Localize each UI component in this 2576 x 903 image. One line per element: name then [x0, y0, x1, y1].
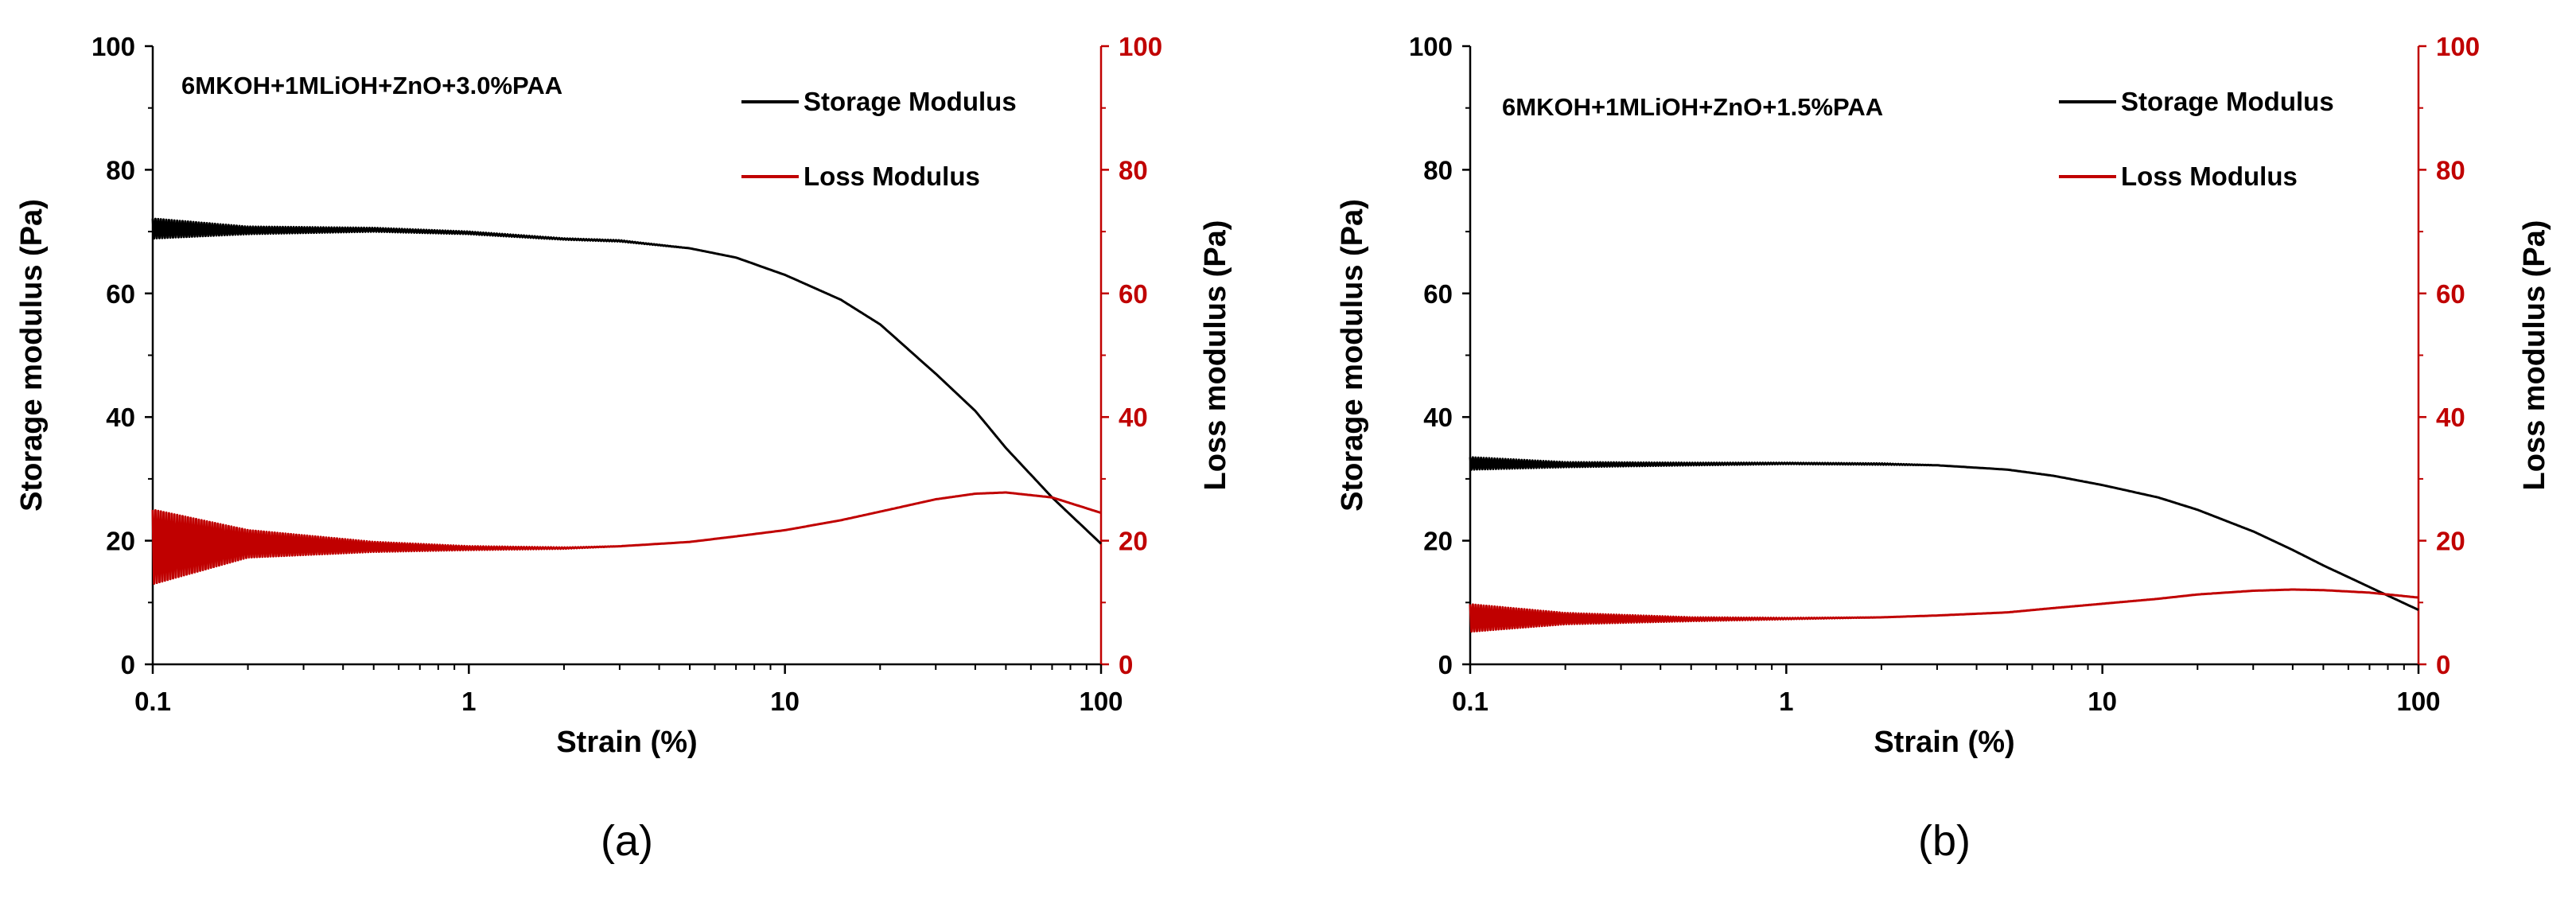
right-y-tick-label: 20: [2436, 527, 2465, 556]
left-y-tick-label: 20: [106, 527, 135, 556]
sample-annotation: 6MKOH+1MLiOH+ZnO+3.0%PAA: [181, 72, 562, 99]
sample-annotation: 6MKOH+1MLiOH+ZnO+1.5%PAA: [1502, 93, 1883, 121]
x-tick-label: 0.1: [134, 687, 171, 716]
left-y-tick-label: 80: [1423, 155, 1453, 185]
panel-label: (a): [601, 817, 653, 865]
x-tick-label: 1: [461, 687, 476, 716]
legend-label: Storage Modulus: [2121, 87, 2334, 116]
panel-label: (b): [1918, 817, 1971, 865]
chart-panel-a: 0 20 40 60 80 100 0 20 40 60 80 100 0.1 1 10 100 Strain …: [15, 32, 1232, 865]
x-tick-label: 10: [770, 687, 800, 716]
left-y-tick-label: 40: [1423, 403, 1453, 432]
x-tick-label: 0.1: [1452, 687, 1488, 716]
left-y-tick-label: 80: [106, 155, 135, 185]
left-y-tick-label: 60: [1423, 279, 1453, 309]
left-y-tick-label: 60: [106, 279, 135, 309]
left-y-tick-label: 100: [1409, 32, 1453, 61]
left-y-axis-title: Storage modulus (Pa): [1336, 199, 1369, 512]
right-y-axis-title: Loss modulus (Pa): [1199, 220, 1232, 491]
legend-label: Loss Modulus: [2121, 162, 2298, 191]
series-line-storage-modulus: [1469, 456, 2419, 611]
series-line-loss-modulus: [151, 491, 1102, 585]
series-line-storage-modulus: [151, 217, 1103, 545]
x-axis-title: Strain (%): [556, 726, 697, 759]
left-y-tick-label: 40: [106, 403, 135, 432]
x-tick-label: 1: [1779, 687, 1793, 716]
left-y-tick-label: 20: [1423, 527, 1453, 556]
series-line-loss-modulus: [1469, 588, 2419, 633]
right-y-tick-label: 40: [1119, 403, 1148, 432]
right-y-tick-label: 100: [1119, 32, 1162, 61]
right-y-tick-label: 0: [2436, 650, 2450, 679]
right-y-tick-label: 0: [1119, 650, 1133, 679]
left-y-axis-title: Storage modulus (Pa): [15, 199, 49, 512]
right-y-axis-title: Loss modulus (Pa): [2518, 220, 2551, 491]
right-y-tick-label: 20: [1119, 527, 1148, 556]
right-y-tick-label: 60: [2436, 279, 2465, 309]
legend-label: Storage Modulus: [804, 87, 1017, 116]
right-y-tick-label: 60: [1119, 279, 1148, 309]
x-tick-label: 10: [2088, 687, 2117, 716]
left-y-tick-label: 100: [91, 32, 135, 61]
left-y-tick-label: 0: [121, 650, 135, 679]
right-y-tick-label: 40: [2436, 403, 2465, 432]
legend-label: Loss Modulus: [804, 162, 980, 191]
left-y-tick-label: 0: [1438, 650, 1453, 679]
right-y-tick-label: 80: [1119, 155, 1148, 185]
right-y-tick-label: 80: [2436, 155, 2465, 185]
x-axis-title: Strain (%): [1874, 726, 2014, 759]
x-tick-label: 100: [1079, 687, 1123, 716]
x-tick-label: 100: [2396, 687, 2440, 716]
chart-panel-b: 0 20 40 60 80 100 0 20 40 60 80 100 0.1 1 10 100 Strain …: [1336, 32, 2551, 865]
right-y-tick-label: 100: [2436, 32, 2480, 61]
